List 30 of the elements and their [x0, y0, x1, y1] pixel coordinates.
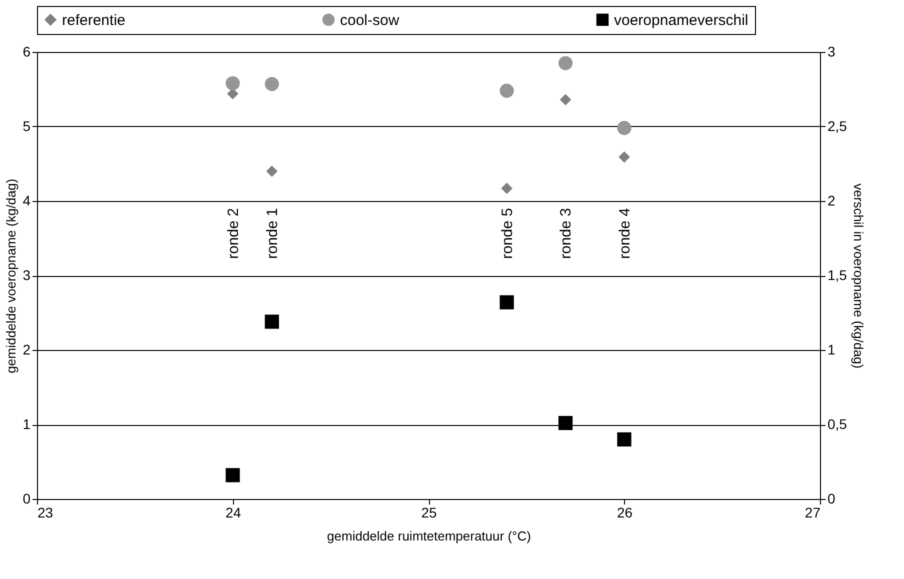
y-tick-label: 5	[22, 118, 31, 134]
y-tick-label: 2	[22, 342, 31, 358]
x-tick-label: 26	[616, 504, 633, 520]
annotation: ronde 2	[224, 208, 242, 259]
x-tick-label: 25	[421, 504, 437, 520]
y2-tick-label: 1,5	[828, 267, 848, 283]
legend-label: cool-sow	[340, 12, 400, 29]
x-tick-label: 24	[225, 504, 242, 520]
annotation: ronde 3	[558, 208, 575, 259]
y2-tick-label: 2	[828, 192, 836, 208]
y2-tick-label: 2,5	[828, 118, 848, 134]
x-axis-title: gemiddelde ruimtetemperatuur (°C)	[327, 528, 531, 544]
y-axis-title: gemiddelde voeropname (kg/dag)	[4, 178, 19, 374]
y2-tick-label: 3	[828, 44, 836, 60]
y2-tick-label: 0,5	[828, 416, 848, 432]
x-tick-label: 27	[804, 504, 821, 520]
y-tick-label: 4	[22, 192, 31, 208]
annotation: ronde 4	[616, 208, 634, 259]
legend-label: voeropnameverschil	[614, 12, 748, 29]
annotation: ronde 5	[498, 208, 516, 259]
y-tick-label: 6	[22, 44, 31, 60]
y2-axis-title: verschil in voeropname (kg/dag)	[850, 184, 866, 368]
y-tick-label: 0	[22, 490, 31, 506]
y-tick-label: 1	[22, 416, 31, 432]
annotation: ronde 1	[264, 208, 281, 259]
y2-tick-label: 0	[828, 490, 836, 506]
y-tick-label: 3	[22, 267, 31, 283]
x-tick-label: 23	[38, 504, 54, 520]
legend-label: referentie	[62, 12, 126, 29]
y2-tick-label: 1	[828, 342, 836, 358]
